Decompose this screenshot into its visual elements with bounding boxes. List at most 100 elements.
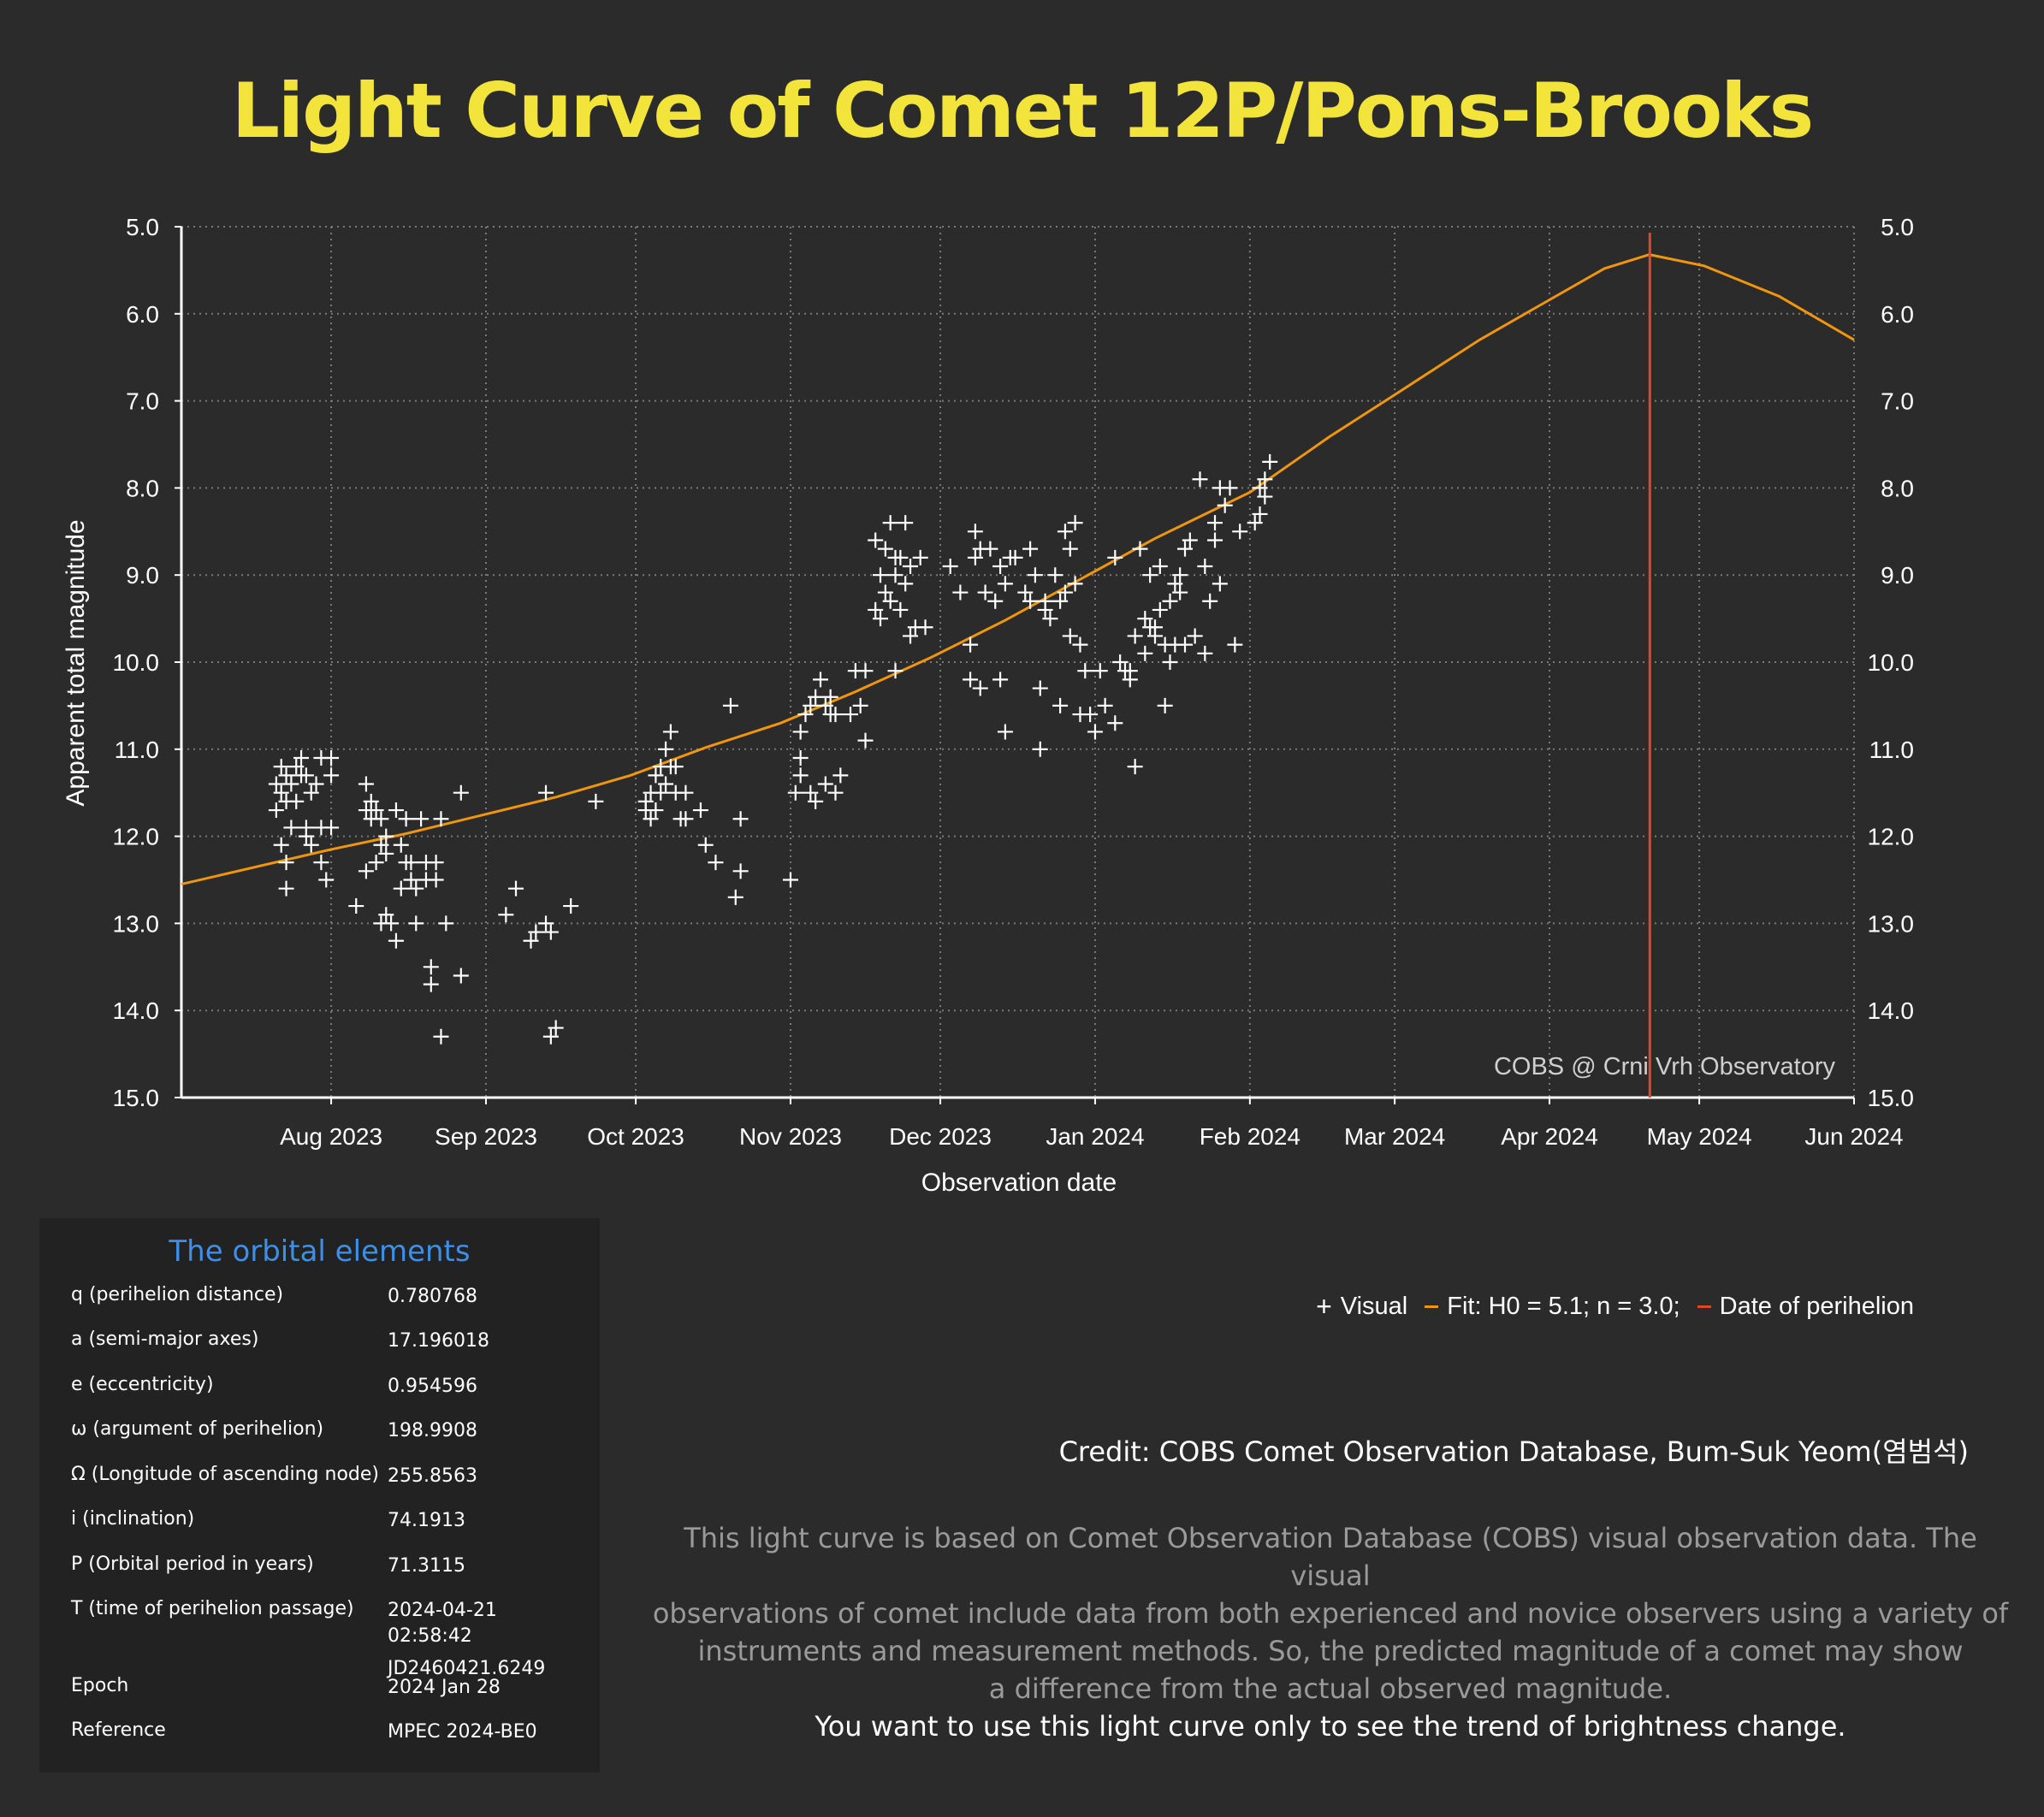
visual-observation-point xyxy=(1052,697,1069,713)
visual-observation-point xyxy=(1082,707,1099,723)
visual-observation-point xyxy=(797,707,814,723)
y-tick-label-left: 14.0 xyxy=(113,997,160,1024)
visual-observation-point xyxy=(423,959,439,975)
visual-observation-point xyxy=(278,880,294,897)
x-axis-title: Observation date xyxy=(921,1169,1117,1197)
y-tick-label-left: 6.0 xyxy=(126,301,159,328)
visual-observation-point xyxy=(972,680,988,696)
visual-observation-point xyxy=(403,872,419,888)
visual-observation-point xyxy=(812,672,828,688)
visual-observation-point xyxy=(1027,567,1043,583)
y-tick-label-left: 7.0 xyxy=(126,388,159,415)
visual-observation-point xyxy=(827,784,844,801)
visual-observation-point xyxy=(278,767,294,784)
visual-observation-point xyxy=(288,759,305,775)
visual-observation-point xyxy=(942,559,958,575)
orbital-value-line: MPEC 2024-BE0 xyxy=(388,1721,537,1743)
visual-observation-point xyxy=(398,811,414,827)
visual-observation-point xyxy=(423,976,439,992)
y-tick-label-right: 6.0 xyxy=(1881,301,1914,328)
chart-watermark: COBS @ Crni Vrh Observatory xyxy=(1494,1053,1836,1080)
visual-observation-point xyxy=(373,837,389,853)
visual-observation-point xyxy=(303,784,319,801)
visual-observation-point xyxy=(1172,584,1188,601)
visual-observation-point xyxy=(498,907,514,923)
red-line-icon xyxy=(1697,1305,1711,1308)
visual-observation-point xyxy=(1197,559,1213,575)
orbital-elements-panel: The orbital elements q (perihelion dista… xyxy=(39,1218,600,1773)
visual-observation-point xyxy=(857,663,874,679)
orbital-value-line: 198.9908 xyxy=(388,1420,477,1441)
visual-observation-point xyxy=(1177,636,1193,653)
visual-observation-point xyxy=(453,784,469,801)
visual-observation-point xyxy=(1112,654,1129,670)
note-emphasis: You want to use this light curve only to… xyxy=(815,1710,1846,1743)
visual-observation-point xyxy=(997,576,1013,592)
visual-observation-point xyxy=(1227,636,1243,653)
x-tick-label: Jun 2024 xyxy=(1804,1123,1903,1150)
visual-observation-point xyxy=(1057,584,1073,601)
visual-observation-point xyxy=(433,811,449,827)
visual-observation-point xyxy=(992,672,1009,688)
y-tick-label-left: 13.0 xyxy=(113,910,160,937)
visual-observation-point xyxy=(1202,593,1218,609)
visual-observation-point xyxy=(1262,453,1278,470)
visual-observation-point xyxy=(1167,576,1183,592)
visual-observation-point xyxy=(843,707,858,723)
visual-observation-point xyxy=(403,855,419,871)
visual-observation-point xyxy=(268,802,284,819)
visual-observation-point xyxy=(438,915,454,932)
visual-observation-point xyxy=(408,915,424,932)
orbital-label: q (perihelion distance) xyxy=(71,1284,284,1305)
visual-observation-point xyxy=(852,697,868,713)
visual-observation-point xyxy=(873,611,889,627)
orbital-label: P (Orbital period in years) xyxy=(71,1554,314,1575)
visual-observation-point xyxy=(383,915,400,932)
visual-observation-point xyxy=(378,845,394,861)
visual-observation-point xyxy=(428,855,444,871)
visual-observation-point xyxy=(1007,549,1023,565)
visual-observation-point xyxy=(1067,576,1083,592)
legend-item-fit: Fit: H0 = 5.1; n = 3.0; xyxy=(1425,1293,1680,1321)
y-tick-label-right: 7.0 xyxy=(1881,388,1914,415)
visual-observation-point xyxy=(678,784,694,801)
visual-observation-point xyxy=(903,628,919,644)
visual-observation-point xyxy=(358,776,374,792)
visual-observation-point xyxy=(1097,697,1113,713)
visual-observation-point xyxy=(538,915,554,932)
visual-observation-point xyxy=(697,837,714,853)
visual-observation-point xyxy=(787,784,803,801)
visual-observation-point xyxy=(692,802,708,819)
orbital-value: 198.9908 xyxy=(388,1418,477,1444)
visual-observation-point xyxy=(987,593,1004,609)
visual-observation-point xyxy=(648,802,664,819)
visual-observation-point xyxy=(378,907,394,923)
visual-observation-point xyxy=(368,855,384,871)
visual-observation-point xyxy=(662,724,678,740)
visual-observation-point xyxy=(388,802,404,819)
visual-observation-point xyxy=(1222,480,1238,496)
visual-observation-point xyxy=(298,767,314,784)
visual-observation-point xyxy=(1062,628,1078,644)
visual-observation-point xyxy=(1152,601,1168,618)
x-tick-label: Sep 2023 xyxy=(435,1123,537,1150)
visual-observation-point xyxy=(1022,541,1039,557)
note-line-4: a difference from the actual observed ma… xyxy=(988,1672,1673,1705)
visual-observation-point xyxy=(363,793,379,809)
visual-observation-point xyxy=(378,828,394,844)
visual-observation-point xyxy=(882,593,898,609)
visual-observation-point xyxy=(313,855,329,871)
note-line-1: This light curve is based on Comet Obser… xyxy=(684,1522,1977,1592)
visual-observation-point xyxy=(408,880,424,897)
visual-observation-point xyxy=(1197,645,1213,661)
orbital-value: 2024 Jan 28 xyxy=(388,1675,501,1701)
note-line-3: instruments and measurement methods. So,… xyxy=(697,1635,1964,1667)
visual-observation-point xyxy=(643,811,659,827)
legend-visual-label: Visual xyxy=(1340,1292,1408,1320)
visual-observation-point xyxy=(273,837,289,853)
orbital-value-line: 74.1913 xyxy=(388,1510,465,1531)
visual-observation-point xyxy=(298,828,314,844)
y-axis-title: Apparent total magnitude xyxy=(62,519,90,806)
x-tick-label: Mar 2024 xyxy=(1344,1123,1445,1150)
orbital-value-line: 2024 Jan 28 xyxy=(388,1677,501,1698)
